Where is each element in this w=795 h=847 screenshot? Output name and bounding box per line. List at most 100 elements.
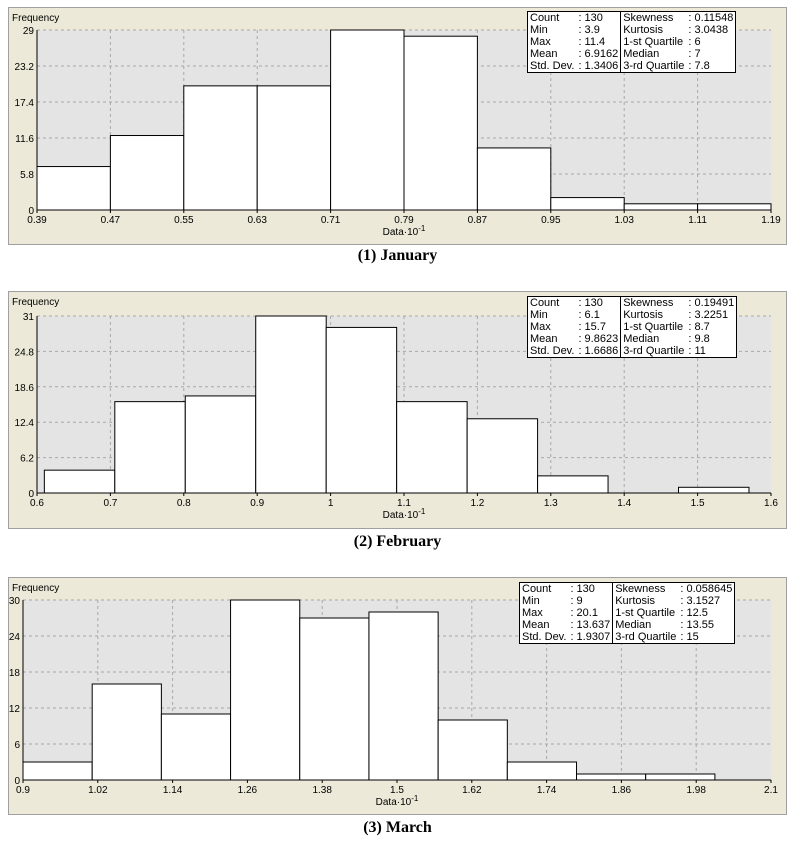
histogram-bar [109,135,185,211]
stats-cell: : 3.2251 [688,309,729,321]
histogram-bar [43,469,116,494]
stats-cell: : 13.637 [570,619,611,631]
x-tick-label: 1.1 [397,498,411,509]
stats-cell: : 8.7 [688,321,710,333]
stats-cell: : 130 [578,12,603,24]
x-tick-label: 1.6 [764,498,778,509]
stats-cell: Count [530,297,560,309]
stats-cell: : 11.4 [578,36,606,48]
x-tick-label: 0.55 [174,215,194,226]
stats-cell: : 1.9307 [570,631,611,643]
histogram-bar [396,401,468,494]
stats-cell: Min [530,24,548,36]
stats-box-march: Count: 130 Skewness: 0.058645 Min: 9 Kurtos… [519,582,736,644]
stats-cell: Skewness [620,297,687,309]
histogram-bar [678,486,750,494]
stats-row: Count: 130 Skewness: 0.19491 [528,297,736,309]
stats-cell: : 9.8623 [578,333,619,345]
y-tick-label: 17.4 [15,98,35,109]
y-tick-label: 6.2 [20,454,34,465]
x-tick-label: 1.3 [544,498,558,509]
stats-cell: : 1.3406 [578,60,619,72]
y-tick-label: 18 [9,668,20,679]
y-tick-label: 11.6 [15,134,34,145]
stats-row: Count: 130 Skewness: 0.11548 [528,12,735,24]
y-tick-label: 5.8 [20,170,34,181]
histogram-bar [506,761,578,781]
x-tick-label: 0.9 [16,785,30,796]
stats-cell: Median [620,333,687,345]
histogram-bar [183,85,258,211]
histogram-bar [325,326,398,494]
stats-cell: : 6 [688,36,701,48]
x-axis-label: Data·10-1 [383,224,426,238]
x-tick-label: 1.98 [686,785,706,796]
stats-cell: Skewness [620,12,687,24]
histogram-bar [255,315,327,494]
stats-cell: Skewness [612,583,679,595]
x-tick-label: 1.03 [614,215,634,226]
x-tick-label: 0.87 [468,215,488,226]
stats-cell: : 1.6686 [578,345,619,357]
x-tick-label: 1.26 [238,785,258,796]
histogram-bar [623,203,699,211]
histogram-bar [184,395,257,494]
histogram-bar [437,719,508,781]
stats-cell: : 130 [578,297,603,309]
x-tick-label: 1 [328,498,334,509]
x-tick-label: 1.86 [612,785,632,796]
stats-cell: : 9.8 [688,333,710,345]
histogram-bar [576,773,647,781]
stats-cell: 1-st Quartile [620,321,687,333]
stats-cell: Median [620,48,687,60]
stats-cell: : 0.058645 [680,583,733,595]
y-tick-label: 23.2 [15,62,35,73]
x-tick-label: 1.62 [462,785,482,796]
stats-cell: 1-st Quartile [612,607,679,619]
histogram-panel-january: 0 5.8 11.6 17.4 23.2 29 0.39 0.47 0.55 0.63 0.71 0.… [8,7,787,245]
y-tick-label: 6 [14,740,20,751]
stats-row: Min: 6.1 Kurtosis: 3.2251 [528,309,736,321]
stats-cell: : 7 [688,48,701,60]
stats-cell: : 12.5 [680,607,708,619]
y-tick-label: 29 [23,26,35,37]
stats-row: Mean : 9.8623 Median: 9.8 [528,333,736,345]
stats-cell: Mean [522,619,550,631]
stats-row: Std. Dev.: 1.6686 3-rd Quartile: 11 [528,345,736,357]
histogram-bar [645,773,716,781]
histogram-bar [230,599,301,781]
histogram-bar [36,166,111,211]
stats-box-february: Count: 130 Skewness: 0.19491 Min: 6.1 Kurto… [527,296,738,358]
histogram-march: 0 6 12 18 24 30 0.9 1.02 1.14 1.26 1.38 1.5 1.62 1.74… [9,583,778,808]
stats-cell: 3-rd Quartile [620,345,687,357]
stats-cell: : 13.55 [680,619,714,631]
stats-row: Max: 15.7 1-st Quartile: 8.7 [528,321,736,333]
histogram-bar [114,401,186,494]
x-tick-label: 0.95 [541,215,561,226]
histogram-bar [160,713,232,781]
stats-cell: Std. Dev. [530,345,575,357]
stats-cell: Min [522,595,540,607]
x-tick-label: 1.14 [163,785,183,796]
stats-row: Max : 20.1 1-st Quartile: 12.5 [520,607,734,619]
stats-cell: : 130 [570,583,595,595]
x-tick-label: 1.02 [88,785,108,796]
stats-cell: 3-rd Quartile [612,631,679,643]
histogram-bar [697,203,772,211]
y-tick-label: 31 [23,312,35,323]
y-tick-label: 24 [9,632,20,643]
y-tick-label: 18.6 [15,383,35,394]
x-tick-label: 1.5 [691,498,705,509]
histogram-bar [537,475,609,494]
y-tick-label: 0 [28,206,34,217]
x-tick-label: 0.63 [247,215,267,226]
stats-cell: Max [530,321,551,333]
stats-cell: 1-st Quartile [620,36,687,48]
y-tick-label: 30 [9,596,20,607]
stats-cell: : 3.1527 [680,595,721,607]
stats-cell: : 6.9162 [578,48,619,60]
stats-row: Std. Dev.: 1.3406 3-rd Quartile: 7.8 [528,60,735,72]
stats-cell: : 20.1 [570,607,598,619]
stats-cell: Max [522,607,543,619]
stats-cell: Mean [530,333,558,345]
